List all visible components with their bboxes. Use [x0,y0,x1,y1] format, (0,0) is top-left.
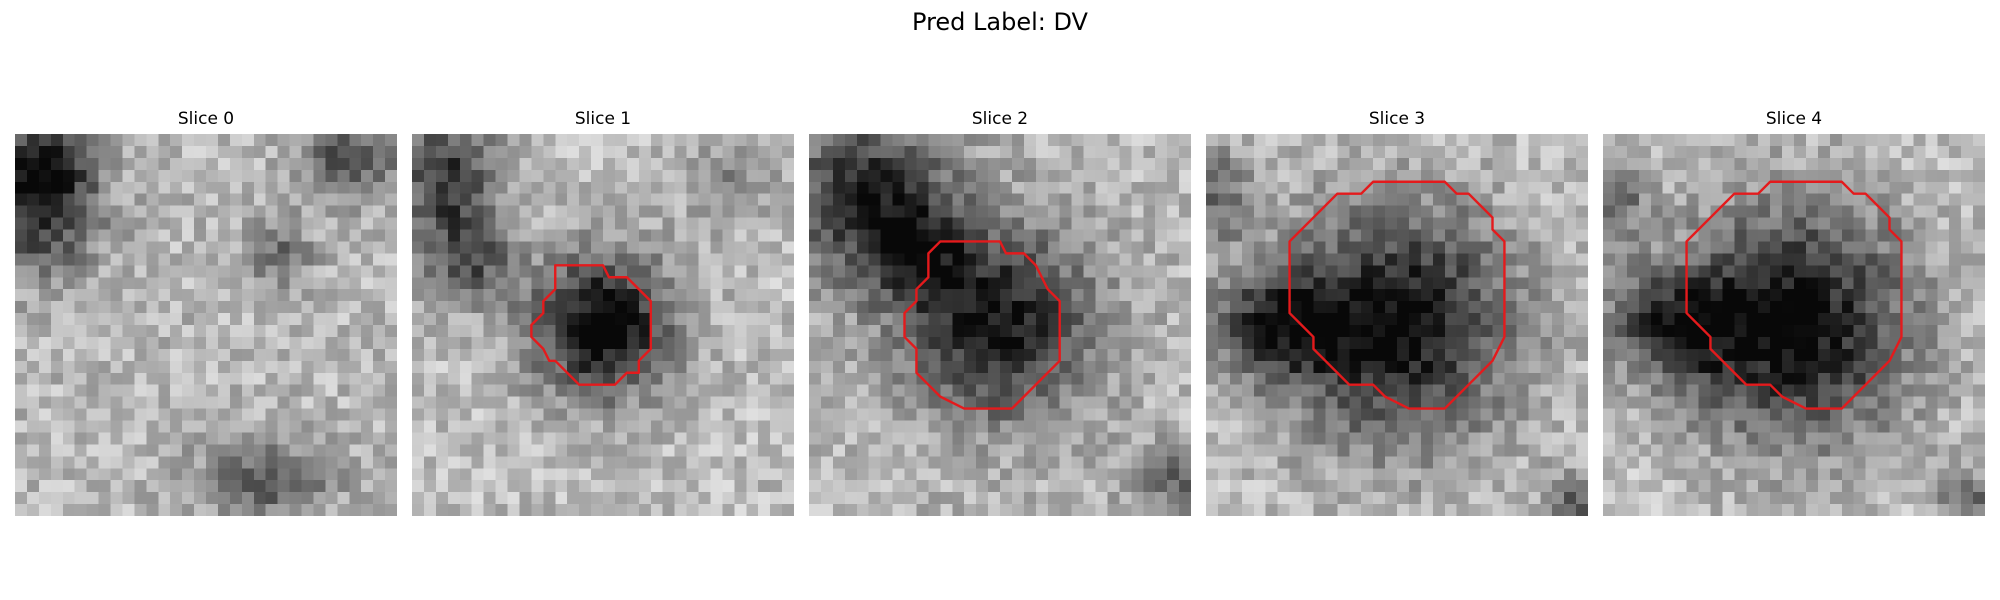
prediction-contour [903,240,1061,410]
slice-title: Slice 2 [971,109,1029,129]
prediction-contour [1288,180,1506,410]
slice-image [15,134,397,516]
slice-pixel-grid [1206,134,1588,516]
slice-pixel-grid [412,134,794,516]
slice-panel-2: Slice 2 [809,104,1191,520]
slice-image [1206,134,1588,516]
slice-title: Slice 4 [1765,109,1823,129]
slice-panel-0: Slice 0 [15,104,397,520]
figure-title: Pred Label: DV [912,8,1088,36]
prediction-contour [1685,180,1903,410]
slice-image [1603,134,1985,516]
slice-title: Slice 0 [177,109,235,129]
prediction-contour [530,264,652,386]
slice-pixel-grid [1603,134,1985,516]
slice-pixel-grid [809,134,1191,516]
slice-title: Slice 3 [1368,109,1426,129]
slice-image [809,134,1191,516]
slice-pixel-grid [15,134,397,516]
slice-title: Slice 1 [574,109,632,129]
slice-panel-1: Slice 1 [412,104,794,520]
slice-panel-4: Slice 4 [1603,104,1985,520]
slice-panel-3: Slice 3 [1206,104,1588,520]
slice-image [412,134,794,516]
